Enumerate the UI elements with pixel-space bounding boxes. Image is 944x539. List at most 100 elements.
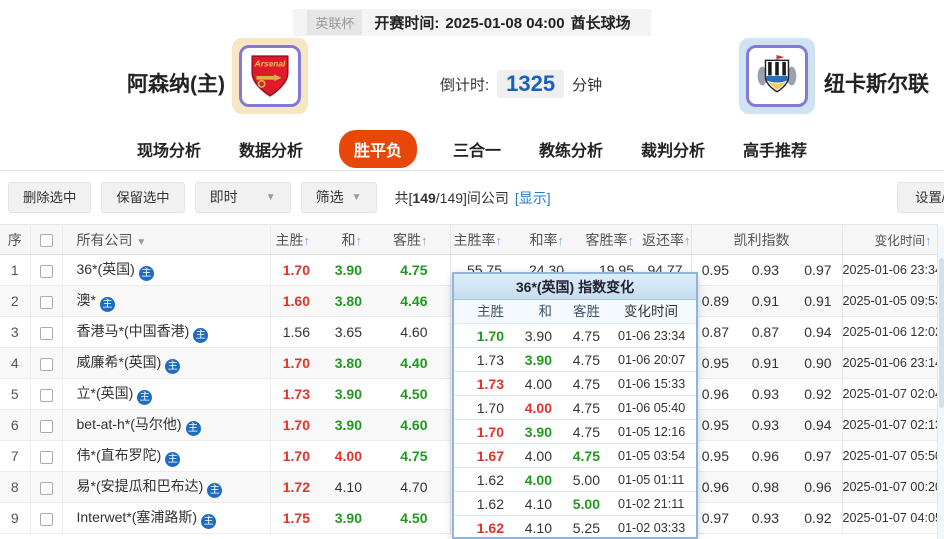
home-odds: 1.56 [270, 316, 315, 348]
main-marker-icon: 主 [138, 266, 154, 281]
kickoff-bar: 英联杯 开赛时间: 2025-01-08 04:00 酋长球场 [0, 9, 944, 36]
row-seq: 2 [0, 285, 31, 317]
row-checkbox[interactable] [39, 481, 53, 495]
newcastle-logo-icon [757, 55, 797, 93]
popup-row: 1.62 4.00 5.00 01-05 01:11 [454, 468, 696, 492]
change-time: 2025-01-06 23:34 [842, 254, 938, 286]
draw-odds: 4.10 [315, 471, 370, 503]
header-change-time[interactable]: 变化时间↑ [842, 224, 938, 255]
main-marker-icon: 主 [165, 359, 181, 374]
row-checkbox[interactable] [39, 419, 53, 433]
company-cell[interactable]: 澳* 主 [62, 285, 271, 317]
kelly-away: 0.92 [787, 378, 843, 410]
kelly-away: 0.97 [787, 440, 843, 472]
kelly-home: 0.95 [691, 440, 737, 472]
company-cell[interactable]: 伟*(直布罗陀) 主 [62, 440, 271, 472]
row-checkbox[interactable] [39, 450, 53, 464]
company-cell[interactable]: bet-at-h*(马尔他) 主 [62, 409, 271, 441]
tab-referee-analysis[interactable]: 裁判分析 [641, 143, 706, 160]
company-cell[interactable]: 威廉希*(英国) 主 [62, 347, 271, 379]
popup-row: 1.67 4.00 4.75 01-05 03:54 [454, 444, 696, 468]
draw-odds: 3.90 [315, 254, 370, 286]
draw-odds: 3.90 [315, 378, 370, 410]
delete-selected-button[interactable]: 删除选中 [8, 182, 92, 213]
row-checkbox[interactable] [39, 512, 53, 526]
header-away-odds[interactable]: 客胜↑ [370, 224, 451, 255]
header-return-rate[interactable]: 返还率↑ [642, 224, 692, 255]
kelly-home: 0.96 [691, 378, 737, 410]
change-time: 2025-01-07 02:13 [842, 409, 938, 441]
popup-row: 1.70 4.00 4.75 01-06 05:40 [454, 396, 696, 420]
row-seq: 3 [0, 316, 31, 348]
company-cell[interactable]: Interwet*(塞浦路斯) 主 [62, 502, 271, 534]
sort-up-icon: ↑ [684, 232, 691, 248]
instant-odds-dropdown[interactable]: 即时 ▼ [194, 182, 291, 213]
company-cell[interactable]: 立*(英国) 主 [62, 378, 271, 410]
home-odds: 1.60 [270, 285, 315, 317]
chevron-down-icon: ▼ [265, 192, 276, 203]
company-cell[interactable]: 36*(英国) 主 [62, 254, 271, 286]
table-header-row: 序 所有公司 ▼ 主胜↑ 和↑ 客胜↑ 主胜率↑ 和率↑ 客胜率↑ 返还率↑ 凯… [0, 224, 938, 255]
tab-expert-picks[interactable]: 高手推荐 [743, 143, 808, 160]
header-company[interactable]: 所有公司 ▼ [62, 224, 271, 255]
countdown-unit: 分钟 [572, 76, 603, 94]
home-team-crest: Arsenal [232, 38, 308, 114]
header-draw-odds[interactable]: 和↑ [315, 224, 370, 255]
change-time: 2025-01-07 05:50 [842, 440, 938, 472]
table-toolbar: 删除选中 保留选中 即时 ▼ 筛选 ▼ 共[149/149]间公司 [显示] 设… [8, 182, 944, 213]
home-team-name: 阿森纳(主) [127, 73, 225, 96]
analysis-tabs: 现场分析 数据分析 胜平负 三合一 教练分析 裁判分析 高手推荐 [0, 128, 944, 171]
tab-win-draw-lose[interactable]: 胜平负 [338, 130, 417, 168]
popup-row: 1.70 3.90 4.75 01-06 23:34 [454, 324, 696, 348]
odds-change-popup: 36*(英国) 指数变化 主胜 和 客胜 变化时间 1.70 3.90 4.75 01… [452, 272, 698, 539]
countdown-value: 1325 [497, 70, 565, 98]
home-odds: 1.70 [270, 409, 315, 441]
show-link[interactable]: [显示] [514, 189, 551, 206]
kelly-home: 0.95 [691, 254, 737, 286]
header-seq: 序 [0, 224, 31, 255]
sort-up-icon: ↑ [303, 232, 311, 248]
header-away-rate[interactable]: 客胜率↑ [572, 224, 642, 255]
kelly-away: 0.92 [787, 502, 843, 534]
kelly-home: 0.96 [691, 471, 737, 503]
tab-coach-analysis[interactable]: 教练分析 [539, 143, 604, 160]
away-odds: 4.75 [370, 254, 451, 286]
kelly-draw: 0.93 [737, 378, 787, 410]
tab-data-analysis[interactable]: 数据分析 [238, 143, 303, 160]
table-scrollbar [937, 226, 944, 539]
header-home-odds[interactable]: 主胜↑ [270, 224, 315, 255]
change-time: 2025-01-06 23:14 [842, 347, 938, 379]
company-cell[interactable]: 香港马*(中国香港) 主 [62, 316, 271, 348]
home-odds: 1.70 [270, 347, 315, 379]
settings-select-button[interactable]: 设置/选 [897, 182, 944, 213]
change-time: 2025-01-07 02:04 [842, 378, 938, 410]
kickoff-time: 2025-01-08 04:00 [445, 15, 565, 32]
select-all-checkbox[interactable] [39, 234, 53, 248]
kelly-home: 0.97 [691, 502, 737, 534]
main-marker-icon: 主 [201, 514, 217, 529]
draw-odds: 3.90 [315, 409, 370, 441]
filter-dropdown[interactable]: 筛选 ▼ [300, 182, 377, 213]
row-checkbox[interactable] [39, 264, 53, 278]
main-marker-icon: 主 [207, 483, 223, 498]
keep-selected-button[interactable]: 保留选中 [101, 182, 185, 213]
kelly-draw: 0.93 [737, 254, 787, 286]
draw-odds: 3.90 [315, 502, 370, 534]
chevron-down-icon: ▼ [136, 236, 147, 248]
row-checkbox[interactable] [39, 326, 53, 340]
row-checkbox[interactable] [39, 295, 53, 309]
tab-live-analysis[interactable]: 现场分析 [136, 143, 201, 160]
row-checkbox[interactable] [39, 388, 53, 402]
row-seq: 1 [0, 254, 31, 286]
header-home-rate[interactable]: 主胜率↑ [450, 224, 510, 255]
sort-up-icon: ↑ [627, 232, 635, 248]
row-seq: 4 [0, 347, 31, 379]
row-seq: 6 [0, 409, 31, 441]
tab-three-in-one[interactable]: 三合一 [452, 143, 501, 160]
scrollbar-thumb[interactable] [939, 258, 944, 408]
company-cell[interactable]: 易*(安提瓜和巴布达) 主 [62, 471, 271, 503]
away-odds: 4.70 [370, 471, 451, 503]
row-checkbox[interactable] [39, 357, 53, 371]
header-draw-rate[interactable]: 和率↑ [510, 224, 572, 255]
